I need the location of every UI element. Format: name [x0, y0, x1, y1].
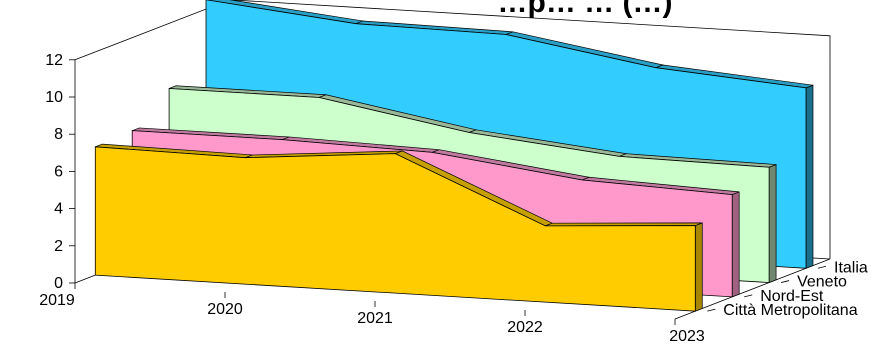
- x-tick-label-2023: 2023: [669, 328, 705, 345]
- depth-label-italia: Italia: [834, 259, 868, 276]
- wall-outline: [74, 0, 831, 259]
- x-tick-label-2021: 2021: [357, 310, 393, 327]
- depth-tick-nord-est: [744, 294, 753, 298]
- depth-tick-veneto: [781, 280, 790, 283]
- ribbon-side-nord-est: [731, 191, 740, 298]
- y-tick-label-10: 10: [45, 89, 63, 106]
- y-tick-label-12: 12: [45, 52, 63, 69]
- depth-label-veneto: Veneto: [797, 274, 847, 291]
- y-tick-label-0: 0: [54, 275, 63, 292]
- y-tick-label-4: 4: [54, 201, 63, 218]
- series-ribbons: [94, 0, 814, 312]
- ribbon-face-citta-metropolitana: [94, 146, 696, 312]
- x-tick-label-2019: 2019: [39, 292, 75, 309]
- x-tick-label-2020: 2020: [207, 301, 243, 318]
- depth-tick-citta-metropolitana: [707, 308, 716, 312]
- ribbon-side-italia: [805, 84, 814, 269]
- y-tick-label-2: 2: [54, 238, 63, 255]
- y-tick-label-6: 6: [54, 163, 63, 180]
- ribbon-side-citta-metropolitana: [694, 222, 703, 312]
- x-tick-label-2022: 2022: [507, 319, 543, 336]
- y-tick-label-8: 8: [54, 126, 63, 143]
- depth-tick-italia: [817, 265, 827, 269]
- series-citta-metropolitana: [94, 143, 703, 312]
- ribbon-side-veneto: [768, 164, 777, 284]
- axes: 0 2 4 6 8 10 12 2019 2020 2021 2022 2023 Città Metro…: [39, 52, 868, 345]
- depth-label-citta-metropolitana: Città Metropolitana: [723, 302, 857, 319]
- depth-label-nord-est: Nord-Est: [760, 288, 824, 305]
- chart-title: …p… … (…): [498, 0, 673, 19]
